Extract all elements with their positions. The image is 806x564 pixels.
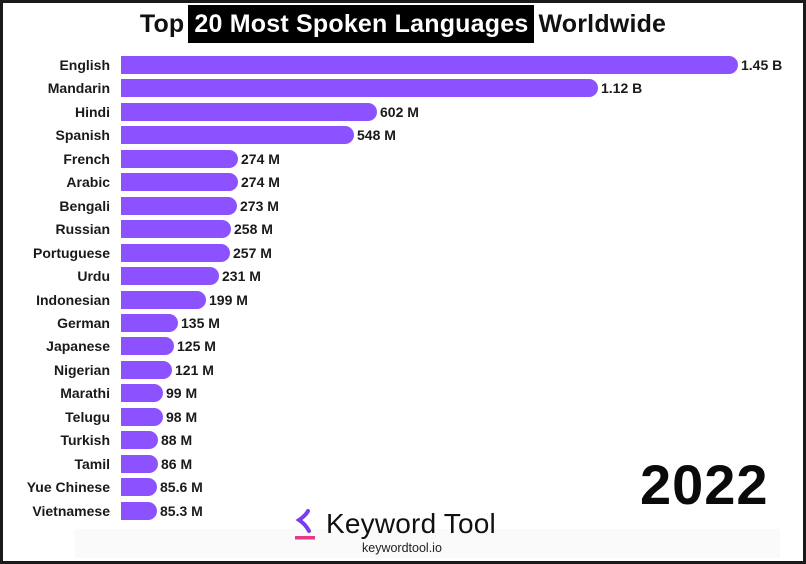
category-label: Hindi [75, 104, 110, 120]
category-label: Telugu [65, 409, 110, 425]
category-label: English [59, 57, 110, 73]
category-label: Marathi [60, 385, 110, 401]
category-label: German [57, 315, 110, 331]
bar-mandarin [121, 79, 598, 97]
bar-english [121, 56, 738, 74]
category-label: Turkish [60, 432, 110, 448]
bar-yue-chinese [121, 478, 157, 496]
category-label: Japanese [46, 338, 110, 354]
category-label: Mandarin [47, 80, 110, 96]
bar-russian [121, 220, 231, 238]
category-label: Spanish [55, 127, 110, 143]
value-label: 1.12 B [601, 80, 643, 96]
category-label: Yue Chinese [26, 479, 110, 495]
value-label: 1.45 B [741, 57, 783, 73]
value-label: 125 M [177, 338, 216, 354]
category-label: Bengali [59, 198, 110, 214]
category-label: Tamil [74, 456, 110, 472]
bar-arabic [121, 173, 238, 191]
bar-urdu [121, 267, 219, 285]
value-label: 98 M [166, 409, 198, 425]
value-label: 135 M [181, 315, 220, 331]
bar-portuguese [121, 244, 230, 262]
brand-name: Keyword Tool [326, 508, 496, 539]
bar-tamil [121, 455, 158, 473]
value-label: 258 M [234, 221, 273, 237]
category-label: Russian [55, 221, 110, 237]
year-label: 2022 [640, 453, 769, 516]
value-label: 602 M [380, 104, 419, 120]
bar-marathi [121, 384, 163, 402]
value-label: 85.6 M [160, 479, 203, 495]
bar-telugu [121, 408, 163, 426]
value-label: 199 M [209, 292, 248, 308]
value-label: 274 M [241, 174, 280, 190]
value-label: 85.3 M [160, 503, 203, 519]
bar-turkish [121, 431, 158, 449]
value-label: 88 M [161, 432, 193, 448]
category-label: Arabic [66, 174, 110, 190]
title-prefix: Top [139, 9, 185, 38]
value-label: 273 M [240, 198, 279, 214]
value-label: 257 M [233, 245, 272, 261]
bar-spanish [121, 126, 354, 144]
bar-french [121, 150, 238, 168]
brand-logo: Keyword Tool [294, 506, 496, 542]
bar-indonesian [121, 291, 206, 309]
value-label: 99 M [166, 385, 198, 401]
bar-bengali [121, 197, 237, 215]
category-label: Urdu [77, 268, 110, 284]
brand-url: keywordtool.io [362, 541, 442, 555]
category-label: French [63, 151, 110, 167]
category-label: Vietnamese [32, 503, 110, 519]
chart-title: Top 20 Most Spoken Languages Worldwide [0, 5, 806, 43]
value-label: 274 M [241, 151, 280, 167]
footer-band [75, 529, 780, 558]
value-label: 121 M [175, 362, 214, 378]
title-highlight: 20 Most Spoken Languages [188, 5, 535, 43]
bar-nigerian [121, 361, 172, 379]
bar-german [121, 314, 178, 332]
title-suffix: Worldwide [538, 9, 667, 38]
category-label: Nigerian [53, 362, 110, 378]
value-label: 86 M [161, 456, 193, 472]
keyword-tool-logo-icon [294, 506, 318, 542]
category-label: Portuguese [32, 245, 110, 261]
bar-hindi [121, 103, 377, 121]
value-label: 548 M [357, 127, 396, 143]
bar-vietnamese [121, 502, 157, 520]
category-label: Indonesian [36, 292, 110, 308]
bar-japanese [121, 337, 174, 355]
value-label: 231 M [222, 268, 261, 284]
